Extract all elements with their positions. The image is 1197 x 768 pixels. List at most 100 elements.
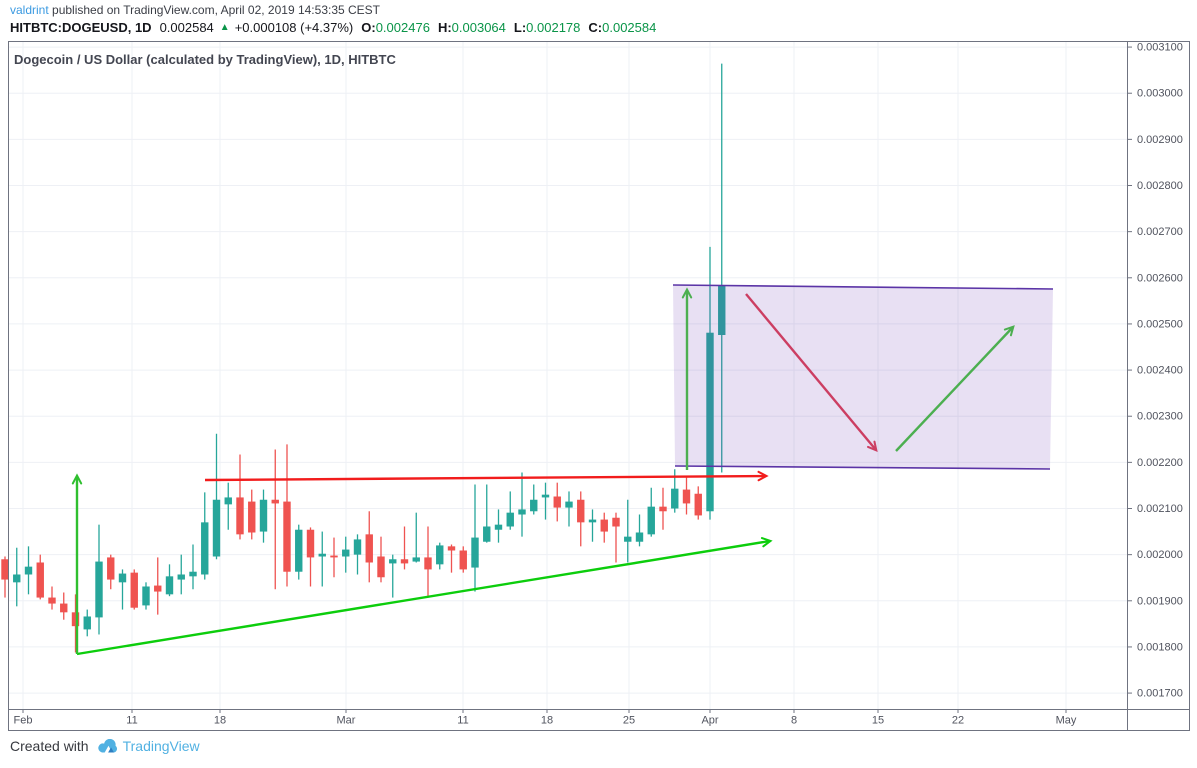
candle-body xyxy=(201,522,209,575)
price-axis-label: 0.002700 xyxy=(1137,226,1183,238)
candle-body xyxy=(424,557,432,570)
time-axis-label: 18 xyxy=(541,715,553,727)
channel-down-arrow xyxy=(745,293,878,453)
candle-body xyxy=(283,501,291,572)
candle-body xyxy=(494,524,503,530)
candle-body xyxy=(48,597,56,604)
time-axis-label: 11 xyxy=(457,715,468,727)
candle-body xyxy=(553,496,561,508)
price-axis-label: 0.003000 xyxy=(1137,88,1183,100)
candle xyxy=(248,489,256,540)
candle xyxy=(494,509,503,543)
projection-channel-fill xyxy=(673,285,1053,469)
candle xyxy=(318,531,326,587)
candle-body xyxy=(71,612,80,627)
price-axis-label: 0.002200 xyxy=(1137,457,1183,469)
candle xyxy=(483,484,491,543)
price-axis-label: 0.002100 xyxy=(1137,503,1183,515)
candle-body xyxy=(706,332,714,512)
candle-body xyxy=(459,550,467,570)
candle xyxy=(71,594,80,653)
candle-body xyxy=(353,539,362,555)
candle-body xyxy=(647,506,655,535)
candle-body xyxy=(118,573,127,583)
candle xyxy=(130,569,138,610)
candle-body xyxy=(212,499,221,557)
candle xyxy=(107,554,115,590)
candle-body xyxy=(189,571,197,577)
price-axis-label: 0.001700 xyxy=(1137,688,1183,700)
candle-body xyxy=(612,517,620,527)
candle-body xyxy=(306,529,315,558)
candle xyxy=(506,491,514,530)
price-axis-label: 0.001900 xyxy=(1137,595,1183,607)
candle xyxy=(283,444,291,587)
candle xyxy=(682,477,691,515)
price-change: +0.000108 (+4.37%) xyxy=(234,20,354,35)
candle xyxy=(377,536,385,583)
price-axis-label: 0.003100 xyxy=(1137,42,1183,54)
channel-up-arrow-2 xyxy=(895,325,1015,452)
candle xyxy=(577,491,585,547)
candle xyxy=(706,246,714,520)
candle xyxy=(447,544,456,573)
candle-body xyxy=(518,509,526,515)
candle xyxy=(600,512,608,543)
candle-body xyxy=(330,555,338,558)
candle xyxy=(295,524,303,580)
candle-body xyxy=(318,553,326,557)
price-axis-label: 0.001800 xyxy=(1137,641,1183,653)
candle-body xyxy=(248,501,256,533)
candle-body xyxy=(60,603,68,613)
candle xyxy=(118,569,127,610)
candle xyxy=(212,433,221,560)
candle-body xyxy=(142,586,150,606)
candle xyxy=(694,486,702,520)
candle-body xyxy=(365,534,373,563)
time-axis-label: 8 xyxy=(791,715,797,727)
candle xyxy=(353,534,362,575)
candle xyxy=(365,511,373,583)
time-axis-label: 11 xyxy=(126,715,137,727)
candle xyxy=(612,512,620,563)
candle-body xyxy=(389,559,397,564)
price-axis-label: 0.002600 xyxy=(1137,272,1183,284)
low-label: L: xyxy=(513,20,527,35)
candle-body xyxy=(541,494,550,498)
time-axis-label: 18 xyxy=(214,715,226,727)
tradingview-link[interactable]: TradingView xyxy=(122,737,200,754)
candle xyxy=(530,484,538,515)
time-axis-label: 25 xyxy=(623,715,635,727)
resistance-line-arrow xyxy=(204,470,769,482)
candle-body xyxy=(659,506,667,512)
candle-body xyxy=(295,529,303,572)
candle-body xyxy=(1,559,9,580)
candle xyxy=(95,524,103,635)
candle-body xyxy=(718,285,726,336)
candle xyxy=(154,557,162,615)
candle xyxy=(24,546,33,595)
projection-channel-top-line xyxy=(672,284,1054,290)
candle-body xyxy=(436,545,444,565)
open-value: 0.002476 xyxy=(375,20,430,35)
candle-body xyxy=(635,532,644,542)
candle-body xyxy=(13,574,21,583)
candle-body xyxy=(271,499,279,504)
price-axis-label: 0.002800 xyxy=(1137,180,1183,192)
publish-text: published on TradingView.com, April 02, … xyxy=(48,3,381,17)
close-label: C: xyxy=(588,20,603,35)
candle-body xyxy=(588,519,597,523)
close-value: 0.002584 xyxy=(602,20,657,35)
candle xyxy=(400,526,409,570)
up-triangle-icon: ▲ xyxy=(219,22,230,33)
candle-body xyxy=(624,536,632,542)
candle xyxy=(48,586,56,610)
candle-body xyxy=(154,585,162,592)
author-link[interactable]: valdrint xyxy=(10,3,49,17)
candle xyxy=(412,512,420,563)
tradingview-logo-icon xyxy=(97,739,117,753)
candle-body xyxy=(342,549,350,557)
candle xyxy=(36,554,44,600)
candle xyxy=(553,482,561,522)
